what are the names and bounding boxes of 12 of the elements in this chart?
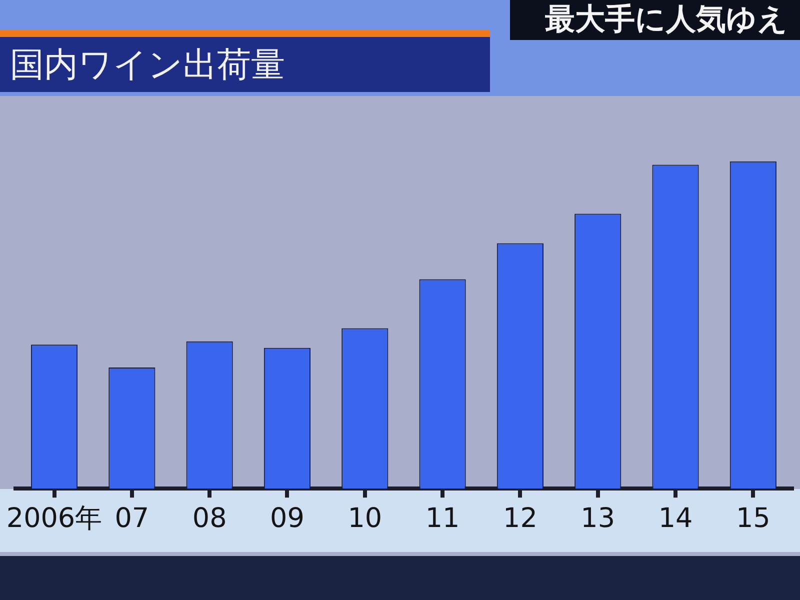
x-tick-label: 07 (114, 502, 150, 534)
chart-title: 国内ワイン出荷量 (10, 44, 285, 87)
x-tick-label: 08 (192, 502, 227, 534)
x-tick-label: 14 (658, 502, 693, 534)
text: 最大手に人気ゆえ (545, 2, 788, 38)
x-tick-label: 11 (425, 502, 460, 534)
x-tick-label: 09 (270, 502, 304, 534)
x-tick-label: 13 (580, 502, 616, 534)
x-tick-label: 15 (736, 502, 770, 534)
x-tick-label: 12 (503, 502, 538, 534)
x-tick-label: 2006年 (6, 502, 102, 534)
x-tick-label: 10 (348, 502, 382, 534)
